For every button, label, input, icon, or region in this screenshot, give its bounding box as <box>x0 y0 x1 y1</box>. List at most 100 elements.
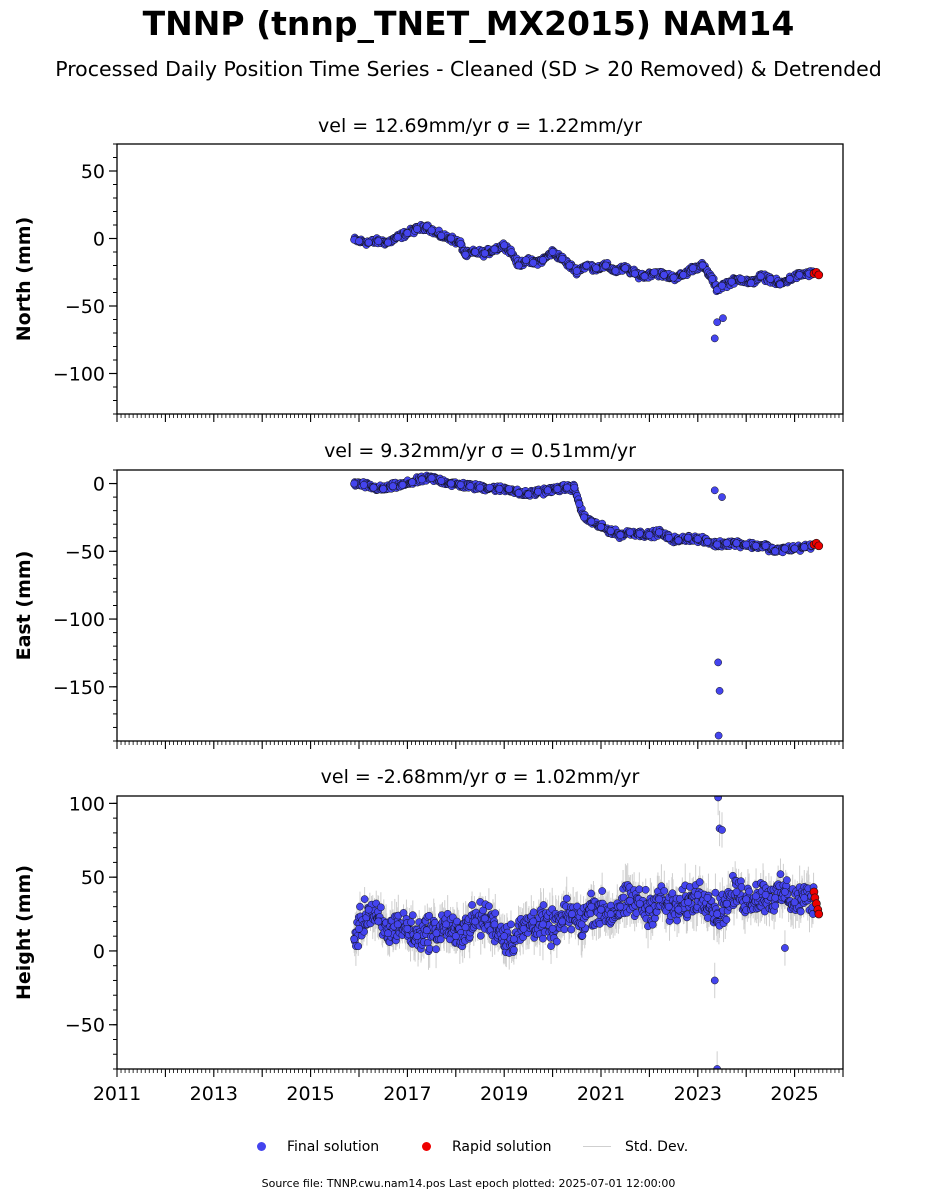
final-solution-point <box>437 476 446 485</box>
legend-final-label: Final solution <box>287 1139 380 1155</box>
final-solution-point <box>461 250 470 259</box>
legend-rapid-label: Rapid solution <box>452 1139 552 1155</box>
legend-std-label: Std. Dev. <box>625 1139 689 1155</box>
final-solution-point <box>745 887 753 896</box>
final-solution-point <box>534 487 542 496</box>
final-solution-point <box>713 910 722 918</box>
final-solution-point <box>776 280 784 289</box>
final-solution-point <box>568 910 576 918</box>
final-solution-point <box>408 911 417 920</box>
final-solution-point <box>364 905 373 914</box>
final-solution-point <box>756 272 765 281</box>
final-solution-point <box>507 248 516 256</box>
source-footer: Source file: TNNP.cwu.nam14.pos Last epo… <box>261 1177 676 1190</box>
x-tick-label: 2015 <box>286 1083 334 1105</box>
final-solution-point <box>563 483 571 492</box>
final-solution-point <box>422 926 431 935</box>
final-solution-point <box>761 891 770 899</box>
final-solution-point <box>360 895 369 903</box>
final-solution-point <box>427 226 436 235</box>
rapid-solution-point <box>814 541 824 551</box>
final-solution-point <box>598 887 607 895</box>
final-solution-point <box>611 267 620 275</box>
final-solution-point <box>626 528 634 537</box>
final-solution-point <box>580 513 588 522</box>
final-solution-point <box>495 485 504 493</box>
north-y-axis-label: North (mm) <box>13 217 35 342</box>
final-solution-point <box>631 269 639 278</box>
y-tick-label: −150 <box>53 677 105 699</box>
final-solution-point <box>379 485 388 493</box>
final-solution-point <box>553 485 562 493</box>
rapid-solution-point <box>814 270 824 280</box>
final-solution-point <box>648 920 657 929</box>
east-plot-area <box>350 471 824 740</box>
final-solution-point <box>413 225 421 233</box>
final-solution-point <box>403 924 412 933</box>
final-solution-point <box>539 256 547 264</box>
final-solution-point <box>718 281 726 290</box>
final-solution-point <box>500 241 509 250</box>
x-tick-label: 2017 <box>383 1083 431 1105</box>
final-solution-point <box>673 916 681 925</box>
final-solution-point <box>374 917 383 926</box>
final-solution-point <box>447 234 455 243</box>
final-solution-point <box>553 937 561 946</box>
final-solution-point <box>491 909 500 917</box>
final-solution-point <box>480 914 489 923</box>
final-solution-point <box>587 902 596 911</box>
final-solution-point <box>355 237 363 246</box>
final-solution-outlier <box>715 687 724 695</box>
final-solution-point <box>655 895 663 904</box>
std-dev-line-marker <box>583 1146 611 1147</box>
final-solution-point <box>785 275 794 283</box>
final-solution-point <box>547 942 555 950</box>
figure-title: TNNP (tnnp_TNET_MX2015) NAM14 <box>142 4 795 43</box>
final-solution-point <box>587 517 596 526</box>
final-solution-point <box>359 481 368 489</box>
final-solution-point <box>456 481 465 489</box>
final-solution-point <box>510 935 518 943</box>
final-solution-point <box>790 898 799 907</box>
final-solution-point <box>664 902 673 911</box>
final-solution-point <box>437 231 446 240</box>
x-tick-label: 2011 <box>93 1083 141 1105</box>
final-solution-point <box>695 878 704 886</box>
final-solution-point <box>660 887 669 895</box>
height-y-axis-label: Height (mm) <box>13 865 35 1000</box>
final-solution-point <box>597 523 605 531</box>
final-solution-point <box>669 273 678 282</box>
final-solution-point <box>471 917 480 926</box>
final-solution-point <box>425 944 434 953</box>
final-solution-point <box>427 474 436 482</box>
height-axes-frame <box>116 795 844 1070</box>
final-solution-point <box>781 888 789 896</box>
final-solution-point <box>522 256 530 264</box>
final-solution-point <box>752 892 760 901</box>
north-axes-frame <box>116 143 844 415</box>
final-solution-point <box>597 905 605 914</box>
final-solution-point <box>447 479 455 488</box>
final-solution-point <box>354 942 363 951</box>
final-solution-point <box>674 536 683 545</box>
final-solution-point <box>466 482 475 491</box>
final-solution-point <box>384 238 392 247</box>
y-tick-label: 0 <box>93 474 105 496</box>
final-solution-outlier <box>713 318 722 327</box>
final-solution-point <box>800 543 809 552</box>
final-solution-point <box>514 489 523 497</box>
x-tick-label: 2013 <box>190 1083 238 1105</box>
rapid-solution-point <box>814 909 824 919</box>
final-solution-point <box>616 902 625 911</box>
final-solution-point <box>539 920 547 929</box>
height-panel-title: vel = -2.68mm/yr σ = 1.02mm/yr <box>321 766 640 788</box>
final-solution-point <box>356 902 364 911</box>
final-solution-point <box>771 901 780 910</box>
final-solution-point <box>377 903 385 912</box>
final-solution-outlier <box>719 314 727 322</box>
final-solution-point <box>539 934 547 943</box>
final-solution-point <box>722 899 731 908</box>
final-solution-point <box>529 917 538 926</box>
final-solution-point <box>703 537 712 546</box>
final-solution-point <box>539 901 548 909</box>
